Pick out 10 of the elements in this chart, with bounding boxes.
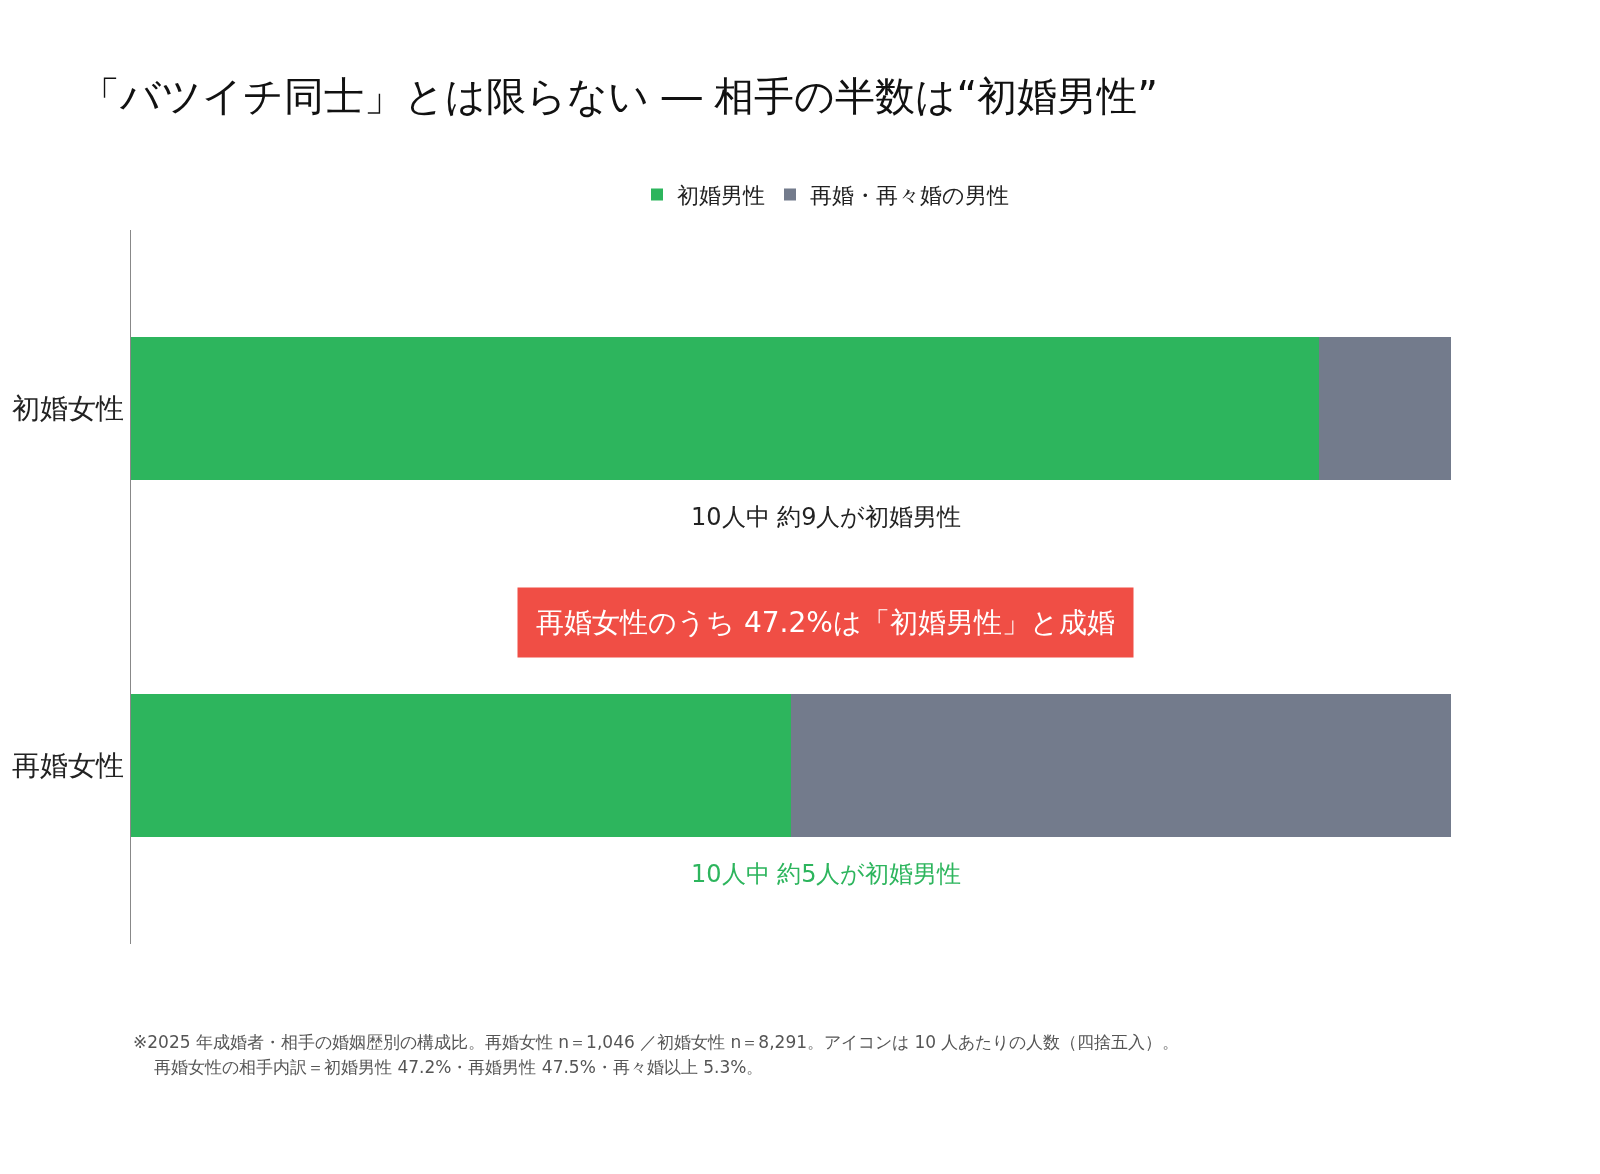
annotation: 10人中 約5人が初婚男性 xyxy=(691,860,962,888)
y-tick-label: 初婚女性 xyxy=(12,392,125,426)
y-tick-label: 再婚女性 xyxy=(12,749,125,783)
text: 再婚女性の相手内訳＝初婚男性 47.2%・再婚男性 47.5%・再々婚以上 5.3%。 xyxy=(154,1057,764,1077)
text: ※2025 年成婚者・相手の婚姻歴別の構成比。再婚女性 n＝1,046 ／初婚女性 n＝8,291。アイコンは 10 人あたりの人数（四捨五入）。 xyxy=(133,1032,1180,1052)
annotation: 再婚女性のうち 47.2%は「初婚男性」と成婚 xyxy=(536,606,1115,639)
annotation: 10人中 約9人が初婚男性 xyxy=(691,503,962,531)
chart-title: 「バツイチ同士」とは限らない ― 相手の半数は“初婚男性” xyxy=(80,73,1158,120)
legend-label: 初婚男性 xyxy=(677,183,765,209)
legend-label: 再婚・再々婚の男性 xyxy=(810,183,1009,209)
